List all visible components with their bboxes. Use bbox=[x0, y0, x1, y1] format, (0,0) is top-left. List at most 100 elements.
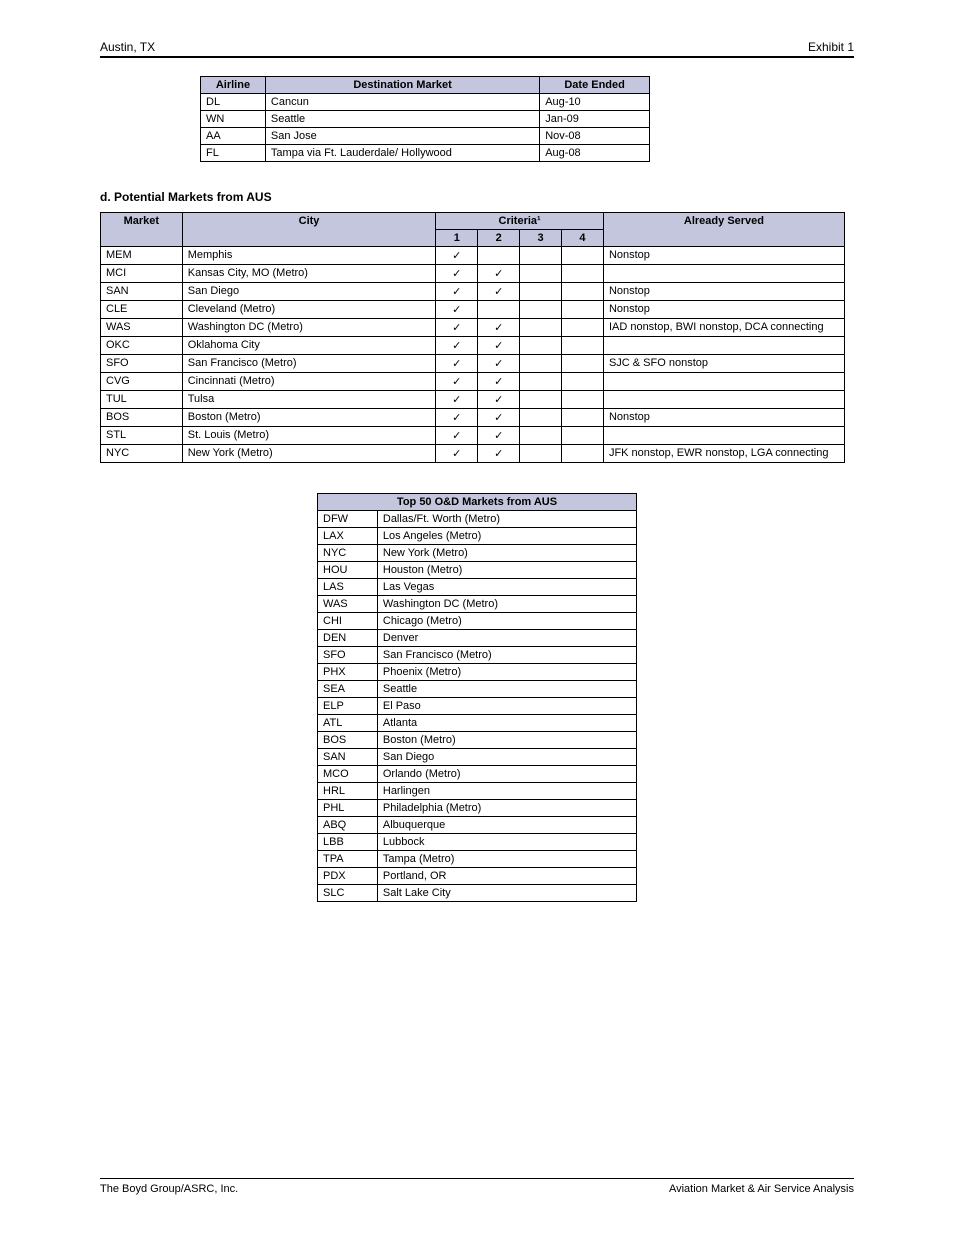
table-cell: Portland, OR bbox=[377, 868, 636, 885]
table-row: BOSBoston (Metro)✓✓Nonstop bbox=[101, 409, 845, 427]
table-cell: Boston (Metro) bbox=[377, 732, 636, 749]
table-row: OKCOklahoma City✓✓ bbox=[101, 337, 845, 355]
page-header: Austin, TX Exhibit 1 bbox=[100, 40, 854, 54]
table-cell bbox=[478, 301, 520, 319]
table-cell: CHI bbox=[318, 613, 378, 630]
table-cell: San Diego bbox=[377, 749, 636, 766]
table-cell: MCO bbox=[318, 766, 378, 783]
table-cell bbox=[520, 391, 562, 409]
table-cell: SEA bbox=[318, 681, 378, 698]
table-cell: SAN bbox=[101, 283, 183, 301]
table-header: Top 50 O&D Markets from AUS bbox=[318, 494, 637, 511]
table-row: PHLPhiladelphia (Metro) bbox=[318, 800, 637, 817]
table-cell: SLC bbox=[318, 885, 378, 902]
table-cell: WN bbox=[201, 111, 266, 128]
table-cell bbox=[520, 265, 562, 283]
table-cell: WAS bbox=[318, 596, 378, 613]
table-row: LASLas Vegas bbox=[318, 579, 637, 596]
table-cell: ✓ bbox=[478, 427, 520, 445]
table-cell bbox=[562, 247, 604, 265]
table-row: CHIChicago (Metro) bbox=[318, 613, 637, 630]
table-cell: SJC & SFO nonstop bbox=[603, 355, 844, 373]
footer-rule bbox=[100, 1178, 854, 1179]
table-cell bbox=[562, 337, 604, 355]
check-icon: ✓ bbox=[494, 448, 503, 460]
table-cell: NYC bbox=[318, 545, 378, 562]
table-cell: DFW bbox=[318, 511, 378, 528]
table-cell: Washington DC (Metro) bbox=[377, 596, 636, 613]
col-criteria-1: 1 bbox=[436, 230, 478, 247]
table-cell: New York (Metro) bbox=[377, 545, 636, 562]
table-cell: Chicago (Metro) bbox=[377, 613, 636, 630]
check-icon: ✓ bbox=[452, 358, 461, 370]
table-cell: San Diego bbox=[182, 283, 436, 301]
table-cell: Nonstop bbox=[603, 247, 844, 265]
ended-service-table: Airline Destination Market Date Ended DL… bbox=[200, 76, 650, 162]
check-icon: ✓ bbox=[494, 340, 503, 352]
check-icon: ✓ bbox=[494, 430, 503, 442]
table-cell: San Francisco (Metro) bbox=[377, 647, 636, 664]
table-cell bbox=[562, 373, 604, 391]
table-cell bbox=[603, 373, 844, 391]
table-cell: ✓ bbox=[478, 445, 520, 463]
table-cell: DEN bbox=[318, 630, 378, 647]
table-cell: ABQ bbox=[318, 817, 378, 834]
table-cell: ✓ bbox=[436, 283, 478, 301]
table-cell: ✓ bbox=[436, 319, 478, 337]
check-icon: ✓ bbox=[452, 286, 461, 298]
table-cell: HOU bbox=[318, 562, 378, 579]
table-cell: St. Louis (Metro) bbox=[182, 427, 436, 445]
table-row: CVGCincinnati (Metro)✓✓ bbox=[101, 373, 845, 391]
table-cell: SFO bbox=[318, 647, 378, 664]
table-cell bbox=[562, 445, 604, 463]
table-cell bbox=[520, 373, 562, 391]
col-criteria-2: 2 bbox=[478, 230, 520, 247]
check-icon: ✓ bbox=[494, 268, 503, 280]
table-row: WNSeattleJan-09 bbox=[201, 111, 650, 128]
table-cell bbox=[603, 337, 844, 355]
table-cell: SFO bbox=[101, 355, 183, 373]
table-row: WASWashington DC (Metro) bbox=[318, 596, 637, 613]
table-cell: Harlingen bbox=[377, 783, 636, 800]
table-cell: Nonstop bbox=[603, 409, 844, 427]
table-cell: Jan-09 bbox=[540, 111, 650, 128]
table-cell: ✓ bbox=[436, 445, 478, 463]
check-icon: ✓ bbox=[452, 448, 461, 460]
table-cell bbox=[520, 283, 562, 301]
check-icon: ✓ bbox=[452, 304, 461, 316]
table-cell: LAX bbox=[318, 528, 378, 545]
table-cell: Houston (Metro) bbox=[377, 562, 636, 579]
header-left: Austin, TX bbox=[100, 40, 155, 54]
table-row: SFOSan Francisco (Metro) bbox=[318, 647, 637, 664]
table-row: AASan JoseNov-08 bbox=[201, 128, 650, 145]
table-row: ABQAlbuquerque bbox=[318, 817, 637, 834]
table-row: TULTulsa✓✓ bbox=[101, 391, 845, 409]
table-cell: ✓ bbox=[478, 409, 520, 427]
table-row: HOUHouston (Metro) bbox=[318, 562, 637, 579]
table-cell bbox=[562, 355, 604, 373]
table-cell: FL bbox=[201, 145, 266, 162]
table-cell: TUL bbox=[101, 391, 183, 409]
table-cell: ✓ bbox=[478, 319, 520, 337]
table-cell: ✓ bbox=[478, 337, 520, 355]
table-cell: PHX bbox=[318, 664, 378, 681]
table-cell: WAS bbox=[101, 319, 183, 337]
check-icon: ✓ bbox=[452, 340, 461, 352]
potential-markets-table: Market City Criteria¹ Already Served 1 2… bbox=[100, 212, 845, 463]
top-50-od-markets-table: Top 50 O&D Markets from AUS DFWDallas/Ft… bbox=[317, 493, 637, 902]
table-cell: ✓ bbox=[436, 355, 478, 373]
table-row: DFWDallas/Ft. Worth (Metro) bbox=[318, 511, 637, 528]
table-cell: ELP bbox=[318, 698, 378, 715]
col-airline: Airline bbox=[201, 77, 266, 94]
check-icon: ✓ bbox=[452, 376, 461, 388]
table-cell bbox=[562, 427, 604, 445]
table-cell: LBB bbox=[318, 834, 378, 851]
table-cell: AA bbox=[201, 128, 266, 145]
table-row: STLSt. Louis (Metro)✓✓ bbox=[101, 427, 845, 445]
table-cell: CLE bbox=[101, 301, 183, 319]
table-cell: Oklahoma City bbox=[182, 337, 436, 355]
table-cell: El Paso bbox=[377, 698, 636, 715]
table-cell: Phoenix (Metro) bbox=[377, 664, 636, 681]
table-row: ELPEl Paso bbox=[318, 698, 637, 715]
table-cell: ✓ bbox=[436, 247, 478, 265]
